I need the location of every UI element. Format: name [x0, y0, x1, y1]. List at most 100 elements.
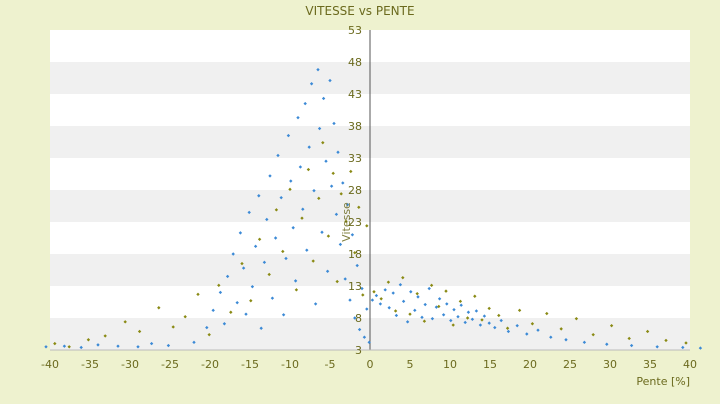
x-tick-label: 5	[407, 358, 414, 371]
data-point	[353, 251, 357, 255]
data-point	[698, 346, 703, 350]
data-point	[505, 326, 510, 330]
data-point	[326, 234, 331, 238]
data-point	[328, 78, 332, 83]
data-point	[474, 309, 479, 313]
data-point	[355, 263, 359, 268]
data-point	[413, 308, 417, 313]
data-point	[405, 320, 410, 324]
x-tick-label: 40	[683, 358, 697, 371]
data-point	[372, 290, 376, 294]
data-point	[427, 286, 431, 291]
data-point	[273, 236, 278, 240]
data-point	[627, 336, 631, 341]
data-point	[231, 252, 235, 256]
data-point	[294, 288, 299, 292]
x-tick-label: -10	[281, 358, 299, 371]
y-axis-title: Vitesse	[340, 202, 353, 242]
data-point	[229, 310, 233, 314]
data-point	[416, 295, 420, 299]
data-point	[276, 153, 280, 158]
data-point	[645, 329, 650, 334]
data-point	[339, 192, 343, 196]
data-point	[480, 318, 484, 322]
data-point	[137, 329, 142, 334]
data-point	[253, 244, 258, 249]
data-point	[313, 302, 318, 306]
data-point	[171, 325, 175, 329]
data-point	[684, 341, 688, 345]
data-point	[409, 290, 413, 294]
data-point	[103, 334, 107, 338]
data-point	[240, 261, 244, 266]
data-point	[401, 299, 406, 304]
x-tick-label: 20	[523, 358, 537, 371]
data-point	[312, 188, 316, 193]
chart-title: VITESSE vs PENTE	[305, 4, 414, 18]
data-point	[463, 320, 467, 325]
data-point	[291, 226, 295, 230]
data-point	[408, 312, 412, 316]
x-tick-label: 25	[563, 358, 577, 371]
data-point	[497, 313, 501, 318]
x-tick-label: -5	[325, 358, 336, 371]
data-point	[235, 300, 239, 305]
x-tick-label: 0	[367, 358, 374, 371]
data-point	[250, 284, 255, 289]
y-tick-label: 33	[348, 152, 362, 165]
x-tick-label: -40	[41, 358, 59, 371]
data-point	[262, 260, 267, 265]
y-tick-label: 23	[348, 216, 362, 229]
data-point	[441, 313, 446, 317]
data-point	[247, 210, 251, 215]
data-point	[321, 140, 325, 145]
data-point	[386, 280, 391, 284]
data-point	[383, 288, 387, 292]
data-point	[96, 343, 100, 347]
data-point	[300, 216, 304, 220]
data-point	[309, 82, 314, 86]
data-point	[365, 224, 369, 228]
data-point	[288, 187, 292, 192]
data-point	[487, 321, 491, 325]
data-point	[487, 306, 491, 311]
data-point	[459, 303, 463, 307]
data-point	[329, 184, 334, 188]
x-tick-label: -35	[81, 358, 99, 371]
y-tick-label: 53	[348, 24, 362, 37]
data-point	[306, 167, 311, 172]
data-point	[478, 323, 483, 327]
data-point	[123, 320, 127, 324]
x-tick-label: -25	[161, 358, 179, 371]
data-point	[564, 338, 568, 342]
data-point	[357, 327, 362, 332]
data-point	[398, 283, 403, 287]
x-tick-label: 35	[643, 358, 657, 371]
data-point	[449, 318, 453, 323]
data-point	[211, 308, 215, 313]
data-point	[62, 344, 67, 348]
data-point	[241, 266, 246, 270]
data-point	[281, 313, 286, 317]
data-point	[605, 342, 609, 346]
data-point	[574, 316, 579, 321]
data-point	[334, 212, 339, 217]
data-point	[401, 275, 405, 280]
data-point	[286, 133, 291, 138]
data-point	[279, 195, 283, 200]
data-point	[681, 345, 685, 350]
data-point	[664, 338, 668, 343]
data-point	[335, 279, 339, 284]
data-point	[515, 323, 519, 328]
labels-layer: -40 -35 -30 -25 -20 -15 -10 -5 0 5 10 15 20 25 30 35 40 3…	[41, 24, 697, 371]
data-point	[207, 332, 211, 337]
data-point	[470, 317, 475, 321]
data-point	[149, 341, 154, 346]
points-layer	[44, 67, 703, 350]
data-point	[79, 345, 83, 350]
x-tick-label: 10	[443, 358, 457, 371]
y-tick-label: 18	[348, 248, 362, 261]
data-point	[451, 323, 455, 327]
data-point	[345, 203, 350, 207]
